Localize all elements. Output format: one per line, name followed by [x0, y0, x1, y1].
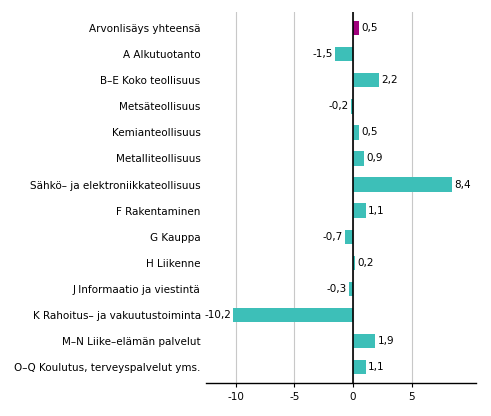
Bar: [353, 177, 452, 192]
Text: -0,7: -0,7: [322, 232, 342, 242]
Text: 0,2: 0,2: [357, 258, 374, 268]
Text: 1,1: 1,1: [368, 206, 385, 215]
Bar: [353, 255, 355, 270]
Bar: [351, 99, 353, 114]
Text: -0,3: -0,3: [327, 284, 347, 294]
Text: 0,5: 0,5: [361, 23, 378, 33]
Text: 1,9: 1,9: [378, 336, 394, 346]
Text: -10,2: -10,2: [204, 310, 231, 320]
Bar: [233, 308, 353, 322]
Bar: [350, 282, 353, 296]
Text: -1,5: -1,5: [313, 49, 333, 59]
Text: 1,1: 1,1: [368, 362, 385, 372]
Bar: [345, 230, 353, 244]
Text: 2,2: 2,2: [381, 75, 398, 85]
Bar: [353, 203, 366, 218]
Text: 8,4: 8,4: [454, 180, 470, 190]
Bar: [353, 125, 359, 140]
Text: -0,2: -0,2: [328, 102, 348, 111]
Bar: [353, 21, 359, 35]
Bar: [335, 47, 353, 62]
Bar: [353, 334, 375, 348]
Bar: [353, 73, 379, 87]
Bar: [353, 360, 366, 374]
Bar: [353, 151, 363, 166]
Text: 0,9: 0,9: [366, 154, 382, 163]
Text: 0,5: 0,5: [361, 127, 378, 137]
